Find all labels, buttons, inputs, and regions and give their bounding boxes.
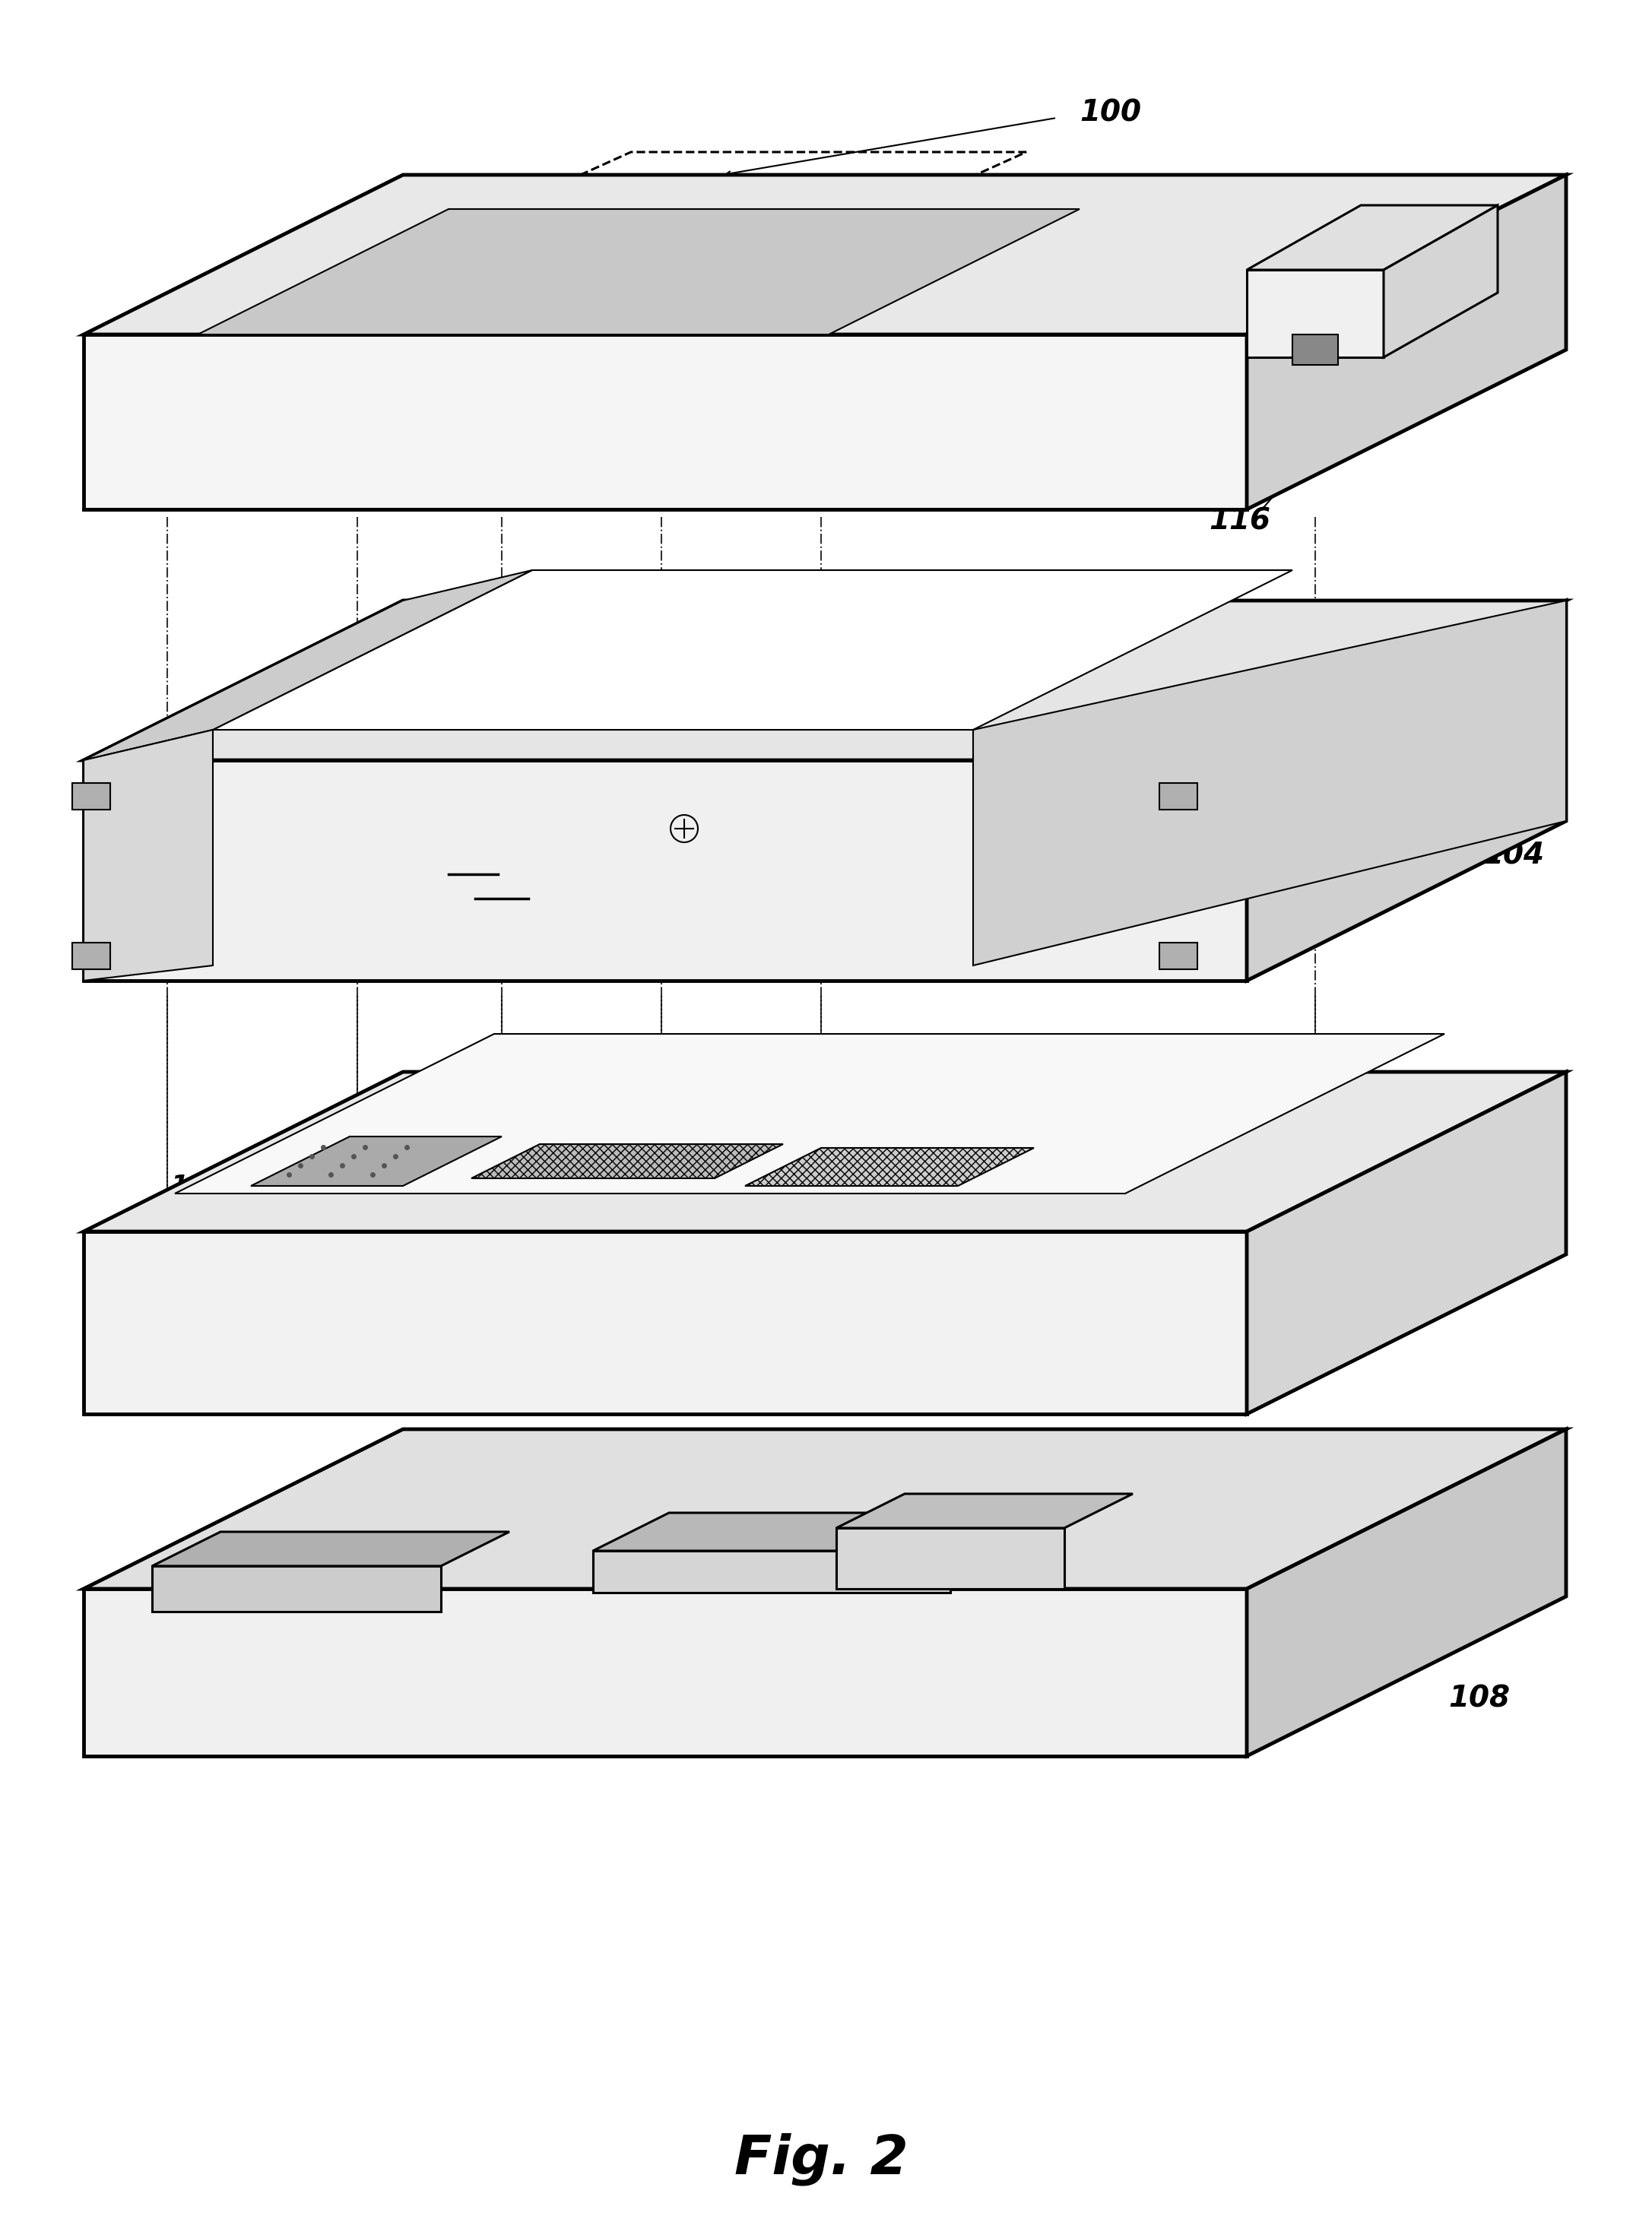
Polygon shape bbox=[593, 1551, 950, 1594]
Text: 104: 104 bbox=[1482, 840, 1545, 869]
Text: 128: 128 bbox=[149, 1249, 202, 1274]
Polygon shape bbox=[152, 1567, 441, 1611]
Polygon shape bbox=[836, 1529, 1064, 1589]
Text: 123: 123 bbox=[686, 822, 743, 849]
Text: 102: 102 bbox=[1505, 282, 1566, 311]
Polygon shape bbox=[175, 1035, 1444, 1193]
Text: 124a: 124a bbox=[1049, 1151, 1120, 1176]
Polygon shape bbox=[1247, 270, 1384, 358]
Text: 134: 134 bbox=[1209, 1632, 1270, 1661]
Text: 128: 128 bbox=[593, 1185, 646, 1209]
Polygon shape bbox=[84, 1073, 1566, 1231]
Polygon shape bbox=[745, 1149, 1034, 1187]
Polygon shape bbox=[84, 1589, 1247, 1757]
Polygon shape bbox=[84, 570, 532, 760]
Text: 122: 122 bbox=[320, 708, 378, 735]
Polygon shape bbox=[1247, 1428, 1566, 1757]
Text: 128: 128 bbox=[1280, 1144, 1335, 1169]
Polygon shape bbox=[84, 731, 213, 981]
Polygon shape bbox=[84, 760, 1247, 981]
Text: 119: 119 bbox=[443, 849, 501, 876]
Polygon shape bbox=[84, 1428, 1566, 1589]
Polygon shape bbox=[251, 1138, 502, 1187]
Text: 128: 128 bbox=[415, 1196, 468, 1220]
Text: 122: 122 bbox=[548, 702, 606, 729]
Polygon shape bbox=[84, 174, 1566, 335]
Polygon shape bbox=[1160, 943, 1198, 970]
Polygon shape bbox=[213, 570, 1292, 731]
Text: 125: 125 bbox=[472, 872, 530, 898]
Polygon shape bbox=[84, 601, 1566, 760]
Polygon shape bbox=[593, 1513, 1026, 1551]
Polygon shape bbox=[84, 335, 1247, 510]
Text: 122: 122 bbox=[147, 746, 203, 773]
Text: 128: 128 bbox=[1110, 1142, 1163, 1167]
Text: 108: 108 bbox=[1449, 1685, 1510, 1714]
Polygon shape bbox=[471, 1144, 783, 1178]
Text: 124b: 124b bbox=[164, 1218, 235, 1245]
Polygon shape bbox=[1247, 1073, 1566, 1415]
Text: 100: 100 bbox=[1079, 98, 1142, 127]
Polygon shape bbox=[973, 601, 1566, 966]
Text: Fig. 2: Fig. 2 bbox=[733, 2132, 909, 2186]
Polygon shape bbox=[1247, 174, 1566, 510]
Polygon shape bbox=[1160, 782, 1198, 809]
Text: 122: 122 bbox=[1355, 697, 1412, 724]
Polygon shape bbox=[1384, 206, 1498, 358]
Text: 130a: 130a bbox=[1057, 1663, 1138, 1690]
Polygon shape bbox=[1247, 601, 1566, 981]
Text: 126b: 126b bbox=[172, 1173, 243, 1198]
Polygon shape bbox=[1247, 206, 1498, 270]
Text: 126a: 126a bbox=[1171, 1178, 1241, 1202]
Polygon shape bbox=[73, 943, 111, 970]
Text: 106: 106 bbox=[1441, 1223, 1493, 1247]
Text: 116: 116 bbox=[1209, 507, 1270, 534]
Text: 130b: 130b bbox=[144, 1712, 226, 1741]
Polygon shape bbox=[836, 1493, 1133, 1529]
Polygon shape bbox=[1292, 335, 1338, 364]
Text: 122: 122 bbox=[808, 700, 866, 726]
Polygon shape bbox=[73, 782, 111, 809]
Text: 104: 104 bbox=[1446, 838, 1503, 865]
Text: 128: 128 bbox=[803, 1147, 856, 1171]
Polygon shape bbox=[84, 1231, 1247, 1415]
Polygon shape bbox=[198, 210, 1079, 335]
Text: 128: 128 bbox=[316, 1142, 368, 1169]
Polygon shape bbox=[152, 1531, 509, 1567]
